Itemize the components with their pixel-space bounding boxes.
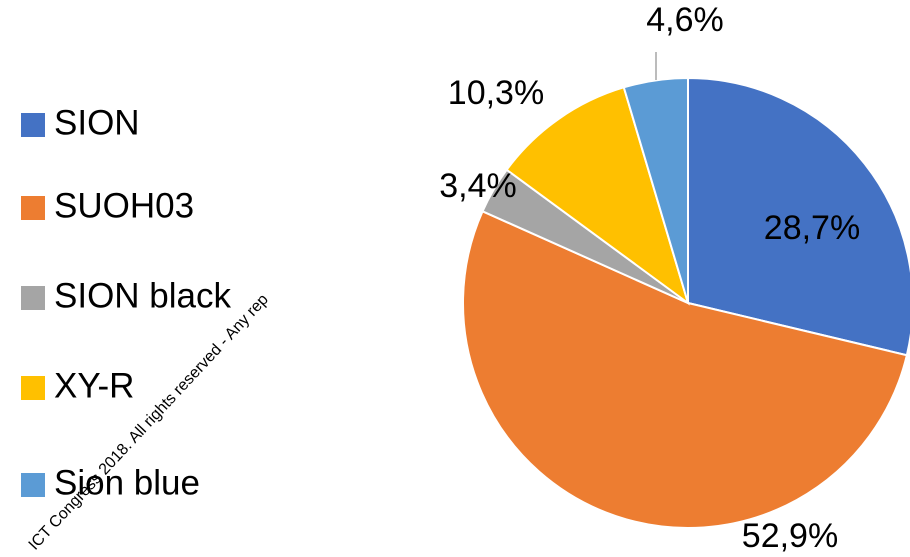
legend-swatch: [21, 376, 45, 400]
pie-slice: [622, 76, 689, 304]
data-label: 28,7%: [764, 209, 860, 247]
legend-label: XY-R: [54, 366, 134, 405]
legend-swatch: [21, 286, 45, 310]
legend-swatch: [21, 113, 45, 137]
pie: [462, 76, 910, 529]
data-label: 52,9%: [742, 517, 838, 555]
legend-label: Sion blue: [54, 463, 200, 502]
watermark: ICT Congress 2018. All rights reserved -…: [26, 291, 272, 554]
legend-label: SION black: [54, 276, 231, 315]
pie-slice: [687, 76, 910, 357]
legend-swatch: [21, 473, 45, 497]
data-label: 10,3%: [448, 74, 544, 112]
pie-slice: [505, 86, 690, 306]
legend-label: SION: [54, 103, 140, 142]
data-label: 4,6%: [646, 1, 724, 39]
data-label: 3,4%: [439, 167, 517, 205]
legend-swatch: [21, 196, 45, 220]
legend-label: SUOH03: [54, 186, 194, 225]
pie-slice: [462, 209, 909, 529]
